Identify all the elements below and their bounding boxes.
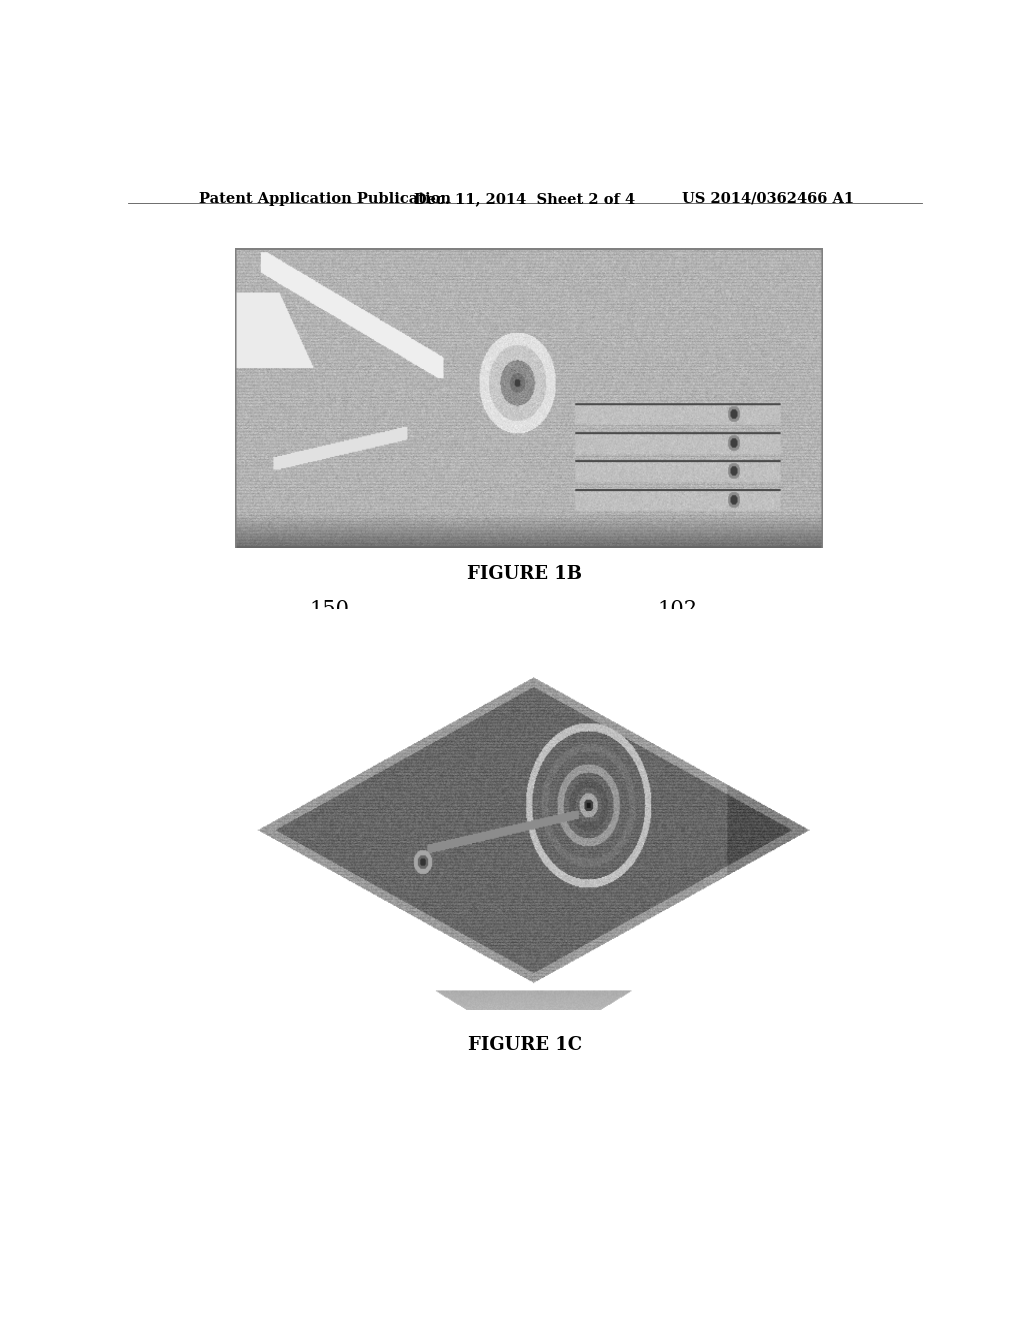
Text: 102: 102: [644, 601, 697, 656]
Text: 105: 105: [597, 312, 682, 388]
Text: 155: 155: [295, 623, 352, 677]
Text: 150: 150: [309, 601, 369, 661]
Text: Patent Application Publication: Patent Application Publication: [200, 191, 452, 206]
Text: 115: 115: [523, 292, 639, 367]
Text: FIGURE 1B: FIGURE 1B: [467, 565, 583, 583]
Text: Dec. 11, 2014  Sheet 2 of 4: Dec. 11, 2014 Sheet 2 of 4: [415, 191, 635, 206]
Text: US 2014/0362466 A1: US 2014/0362466 A1: [682, 191, 854, 206]
Text: 160: 160: [368, 282, 428, 333]
Text: FIGURE 1C: FIGURE 1C: [468, 1036, 582, 1053]
